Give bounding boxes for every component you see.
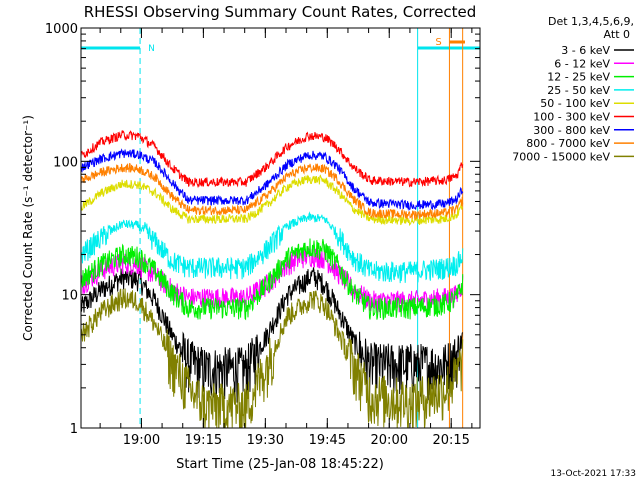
saa-flag-label-0: S [435,37,441,48]
y-tick-label-0: 1 [70,422,78,437]
series-line-2 [81,238,464,321]
y-tick-label-3: 1000 [45,22,78,37]
y-axis-label: Corrected Count Rate (s⁻¹ detector⁻¹) [21,115,35,341]
legend-label-2: 12 - 25 keV [547,71,610,84]
series-line-3 [81,211,464,284]
detector-line-2: Att 0 [604,28,630,41]
legend-label-8: 7000 - 15000 keV [512,150,610,163]
x-tick-label-1: 19:15 [185,433,222,448]
series-layer [81,130,464,428]
x-tick-label-4: 20:00 [371,433,408,448]
x-tick-label-5: 20:15 [432,433,469,448]
series-line-5 [81,130,464,189]
x-tick-label-3: 19:45 [309,433,346,448]
series-line-8 [81,288,464,428]
legend-label-4: 50 - 100 keV [540,97,610,110]
x-tick-label-2: 19:30 [247,433,284,448]
series-line-7 [81,162,464,221]
series-line-0 [81,267,464,403]
x-axis-label: Start Time (25-Jan-08 18:45:22) [176,457,384,472]
legend-label-7: 800 - 7000 keV [526,137,610,150]
legend-label-1: 6 - 12 keV [554,57,610,70]
night-flag-label-0: N [148,44,155,54]
legend-label-3: 25 - 50 keV [547,84,610,97]
legend-label-6: 300 - 800 keV [533,124,610,137]
chart-title: RHESSI Observing Summary Count Rates, Co… [84,3,477,21]
y-tick-label-2: 100 [53,155,78,170]
x-tick-label-0: 19:00 [123,433,160,448]
timestamp: 13-Oct-2021 17:33 [551,469,636,479]
plot-frame [80,27,481,429]
detector-line-1: Det 1,3,4,5,6,9, [548,15,634,28]
axes-layer: 1 10 100 1000 19:00 19:15 19:30 19:45 20:00 20:15 [45,22,481,448]
legend-label-5: 100 - 300 keV [533,111,610,124]
y-tick-label-1: 10 [61,289,78,304]
legend-label-0: 3 - 6 keV [561,44,610,57]
series-line-6 [81,148,464,211]
